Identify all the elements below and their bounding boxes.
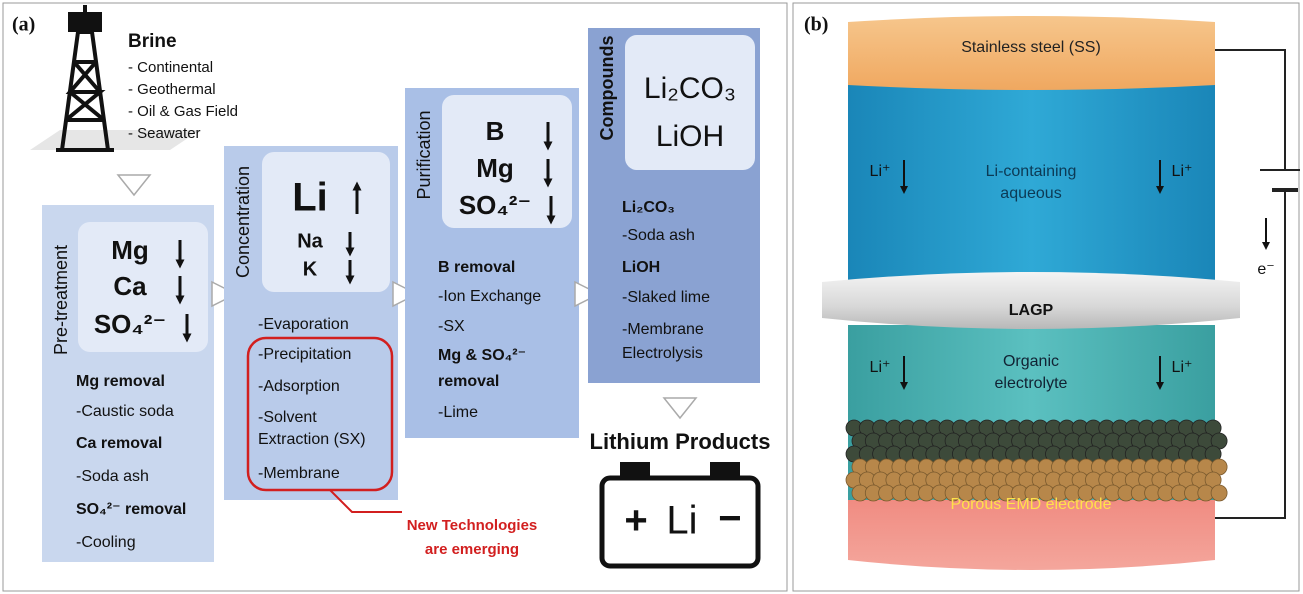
target: Mg [476,153,514,183]
method: -Slaked lime [622,289,710,306]
stage-concentration: Concentration Li Na K -Evaporation -Prec… [224,146,398,500]
method: Ca removal [76,435,162,452]
note: are emerging [425,541,519,558]
brine-title: Brine [128,31,177,52]
target-box [442,95,572,228]
battery-icon: + Li − [599,462,761,569]
target-box [262,152,390,292]
target: B [486,116,505,146]
electrode-label: Porous EMD electrode [951,496,1112,513]
method: -Soda ash [622,227,695,244]
stage-name: Concentration [233,166,253,278]
method: -SX [438,318,465,335]
target-box [625,35,755,170]
method: -Lime [438,404,478,421]
target: Li [292,176,328,220]
stage-pretreatment: Pre-treatment Mg Ca SO₄²⁻ Mg removal -Ca… [42,205,214,562]
flow-arrow [574,280,601,308]
highlight-box [246,336,394,492]
target: Na [297,230,323,252]
separator-label: LAGP [1009,302,1054,319]
brine-source: - Oil & Gas Field [128,103,238,120]
panel-a: (a) Brine - Continental - Geothermal - O… [2,2,788,592]
method: B removal [438,259,515,276]
target: Mg [111,235,149,265]
separator-layer [822,272,1240,329]
panel-label: (b) [804,14,828,36]
ion-label: Li⁺ [870,163,891,180]
battery-minus: − [718,497,741,541]
derrick-icon [30,5,200,152]
ion-label: Li⁺ [1172,163,1193,180]
battery-label: Li [666,499,697,543]
brine-source: - Geothermal [128,81,216,98]
target: SO₄²⁻ [459,190,531,220]
method: Extraction (SX) [258,431,366,448]
method: -Adsorption [258,378,340,395]
note: New Technologies [407,517,538,534]
ion-label: Li⁺ [1172,359,1193,376]
organic-label: Organic [1003,353,1059,370]
method: Mg removal [76,373,165,390]
circuit [1215,49,1300,519]
brine-source: - Continental [128,59,213,76]
target: K [303,258,318,280]
method: SO₄²⁻ removal [76,501,186,518]
target: Ca [113,271,147,301]
electron-label: e⁻ [1257,261,1274,278]
steel-label: Stainless steel (SS) [961,39,1101,56]
brine-source: - Seawater [128,125,201,142]
callout-line [329,489,402,513]
output-title: Lithium Products [590,429,771,454]
aqueous-layer [848,85,1215,280]
target: LiOH [656,120,724,153]
ion-label: Li⁺ [870,359,891,376]
steel-layer [848,16,1215,90]
method: Mg & SO₄²⁻ [438,347,526,364]
method: -Ion Exchange [438,288,541,305]
method: -Soda ash [76,468,149,485]
method: Electrolysis [622,345,703,362]
organic-label: electrolyte [995,375,1068,392]
method: -Evaporation [258,316,349,333]
flow-arrow [116,174,152,197]
aqueous-label: aqueous [1000,185,1061,202]
particle [1210,484,1228,502]
stage-name: Pre-treatment [51,245,71,355]
electrode-particles [845,419,1228,502]
target: SO₄²⁻ [94,309,166,339]
method: -Caustic soda [76,403,174,420]
electrode-layer [848,495,1215,570]
method: LiOH [622,259,660,276]
method: -Membrane [622,321,704,338]
stage-name: Purification [414,110,434,199]
aqueous-label: Li-containing [986,163,1077,180]
stage-compounds: Compounds Li₂CO₃ LiOH Li₂CO₃ -Soda ash L… [588,28,760,383]
method: -Membrane [258,465,340,482]
battery-plus: + [624,499,647,543]
stage-name: Compounds [597,36,617,141]
method: removal [438,373,499,390]
target-box [78,222,208,352]
panel-label: (a) [12,14,35,36]
method: -Solvent [258,409,317,426]
method: -Cooling [76,534,136,551]
flow-arrow [662,397,698,420]
method: Li₂CO₃ [622,199,675,216]
stage-purification: Purification B Mg SO₄²⁻ B removal -Ion E… [405,88,579,438]
panel-b: (b) e⁻ Stainless steel (SS) Li-containin… [792,2,1300,592]
method: -Precipitation [258,346,351,363]
target: Li₂CO₃ [644,72,736,105]
